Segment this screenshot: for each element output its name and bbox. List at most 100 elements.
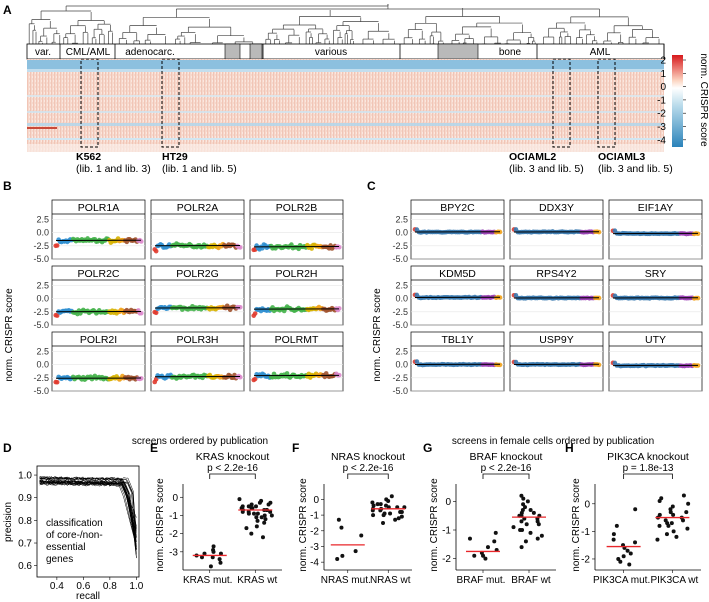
data-point xyxy=(520,528,525,532)
highlight-ht29 xyxy=(161,58,180,148)
screen-point xyxy=(289,242,294,247)
data-point xyxy=(523,539,528,544)
data-point xyxy=(669,521,674,526)
p-value: p < 2.2e-16 xyxy=(343,463,394,474)
cluster-label: adenocarc. xyxy=(125,47,174,58)
data-point xyxy=(621,554,626,559)
screen-point xyxy=(596,229,602,235)
panel-letter-d: D xyxy=(3,441,12,455)
data-point xyxy=(359,533,364,538)
y-tick-label: -4 xyxy=(310,558,319,569)
data-point xyxy=(370,500,375,505)
data-point xyxy=(254,524,259,529)
y-tick-label: -1 xyxy=(581,527,590,538)
y-tick-label: -3 xyxy=(310,542,319,553)
data-point xyxy=(521,502,526,507)
data-point xyxy=(378,502,383,507)
facet-title: RPS4Y2 xyxy=(536,268,576,280)
panel-c: BPY2C 2.5 0.0 -2.5 -5.0 DDX3Y EIF1AY KDM5D 2.5 0.… xyxy=(392,199,703,396)
data-point xyxy=(268,509,273,514)
cluster-label: various xyxy=(315,47,347,58)
facet-title: POLR1A xyxy=(78,202,119,214)
data-point xyxy=(655,537,660,542)
data-point xyxy=(535,536,540,541)
data-point xyxy=(202,551,207,556)
y-tick-label: 2.5 xyxy=(395,280,408,290)
screen-point xyxy=(153,310,159,316)
plot-title: KRAS knockout xyxy=(196,451,270,463)
facet-polr2a: POLR2A xyxy=(150,199,245,260)
y-tick-label: -2.5 xyxy=(33,241,49,251)
plot-title: PIK3CA knockout xyxy=(607,451,689,463)
data-point xyxy=(671,512,676,517)
group-label: KRAS wt xyxy=(237,575,277,586)
screen-point xyxy=(336,372,342,378)
pr-curves xyxy=(39,475,137,559)
y-tick-label: 0.0 xyxy=(36,228,49,238)
data-point xyxy=(396,516,401,521)
data-point xyxy=(336,517,341,522)
data-point xyxy=(262,520,267,525)
data-point xyxy=(680,518,685,523)
data-point xyxy=(251,511,256,516)
data-point xyxy=(666,523,671,528)
data-point xyxy=(528,508,533,512)
callout-ociaml2: OCIAML2 xyxy=(509,151,556,163)
group-label: BRAF wt xyxy=(511,575,551,586)
data-point xyxy=(674,534,679,539)
panel-letter-e: E xyxy=(150,441,158,455)
screen-point xyxy=(695,363,701,368)
group-label: PIK3CA wt xyxy=(650,575,698,586)
cluster-label: CML/AML xyxy=(66,47,111,58)
panel-letter-a: A xyxy=(3,3,12,17)
panel-d-axes: 0.4 0.6 0.8 1.0 1.0 0.9 0.8 0.7 0.6 xyxy=(18,471,144,592)
callouts: K562 (lib. 1 and lib. 3) HT29 (lib. 1 an… xyxy=(76,151,673,175)
facet-frame xyxy=(509,331,604,392)
panel-b-xlabel: screens ordered by publication xyxy=(132,436,268,447)
colorbar-gradient xyxy=(672,55,683,147)
highlight-boxes xyxy=(80,58,616,148)
data-point xyxy=(528,530,533,535)
panel-c-xlabel: screens in female cells ordered by publi… xyxy=(452,436,654,447)
facet-title: POLR2C xyxy=(77,268,119,280)
significance-bracket xyxy=(482,473,530,479)
facet-title: POLR2B xyxy=(276,202,317,214)
data-point xyxy=(399,509,404,514)
screen-point xyxy=(54,313,60,318)
pr-curve xyxy=(39,478,137,557)
y-tick-label: 0.9 xyxy=(18,493,32,504)
facet-uty: UTY xyxy=(608,331,703,392)
data-point xyxy=(375,502,380,507)
y-tick-label: -2 xyxy=(310,526,319,537)
data-point xyxy=(399,514,404,519)
y-tick-label: -2.5 xyxy=(392,373,408,383)
cluster-label: var. xyxy=(35,47,51,58)
panel-letter-g: G xyxy=(423,441,432,455)
data-point xyxy=(616,556,621,561)
data-point xyxy=(339,525,344,530)
data-point xyxy=(685,526,690,531)
y-tick-label: -3 xyxy=(169,547,178,558)
cluster-label: bone xyxy=(499,47,522,58)
group-label: BRAF mut. xyxy=(457,575,506,586)
y-tick-label: -2 xyxy=(169,529,178,540)
panel-e-ylabel: norm. CRISPR score xyxy=(155,478,166,572)
panel-d-annot-2: of core-/non- xyxy=(46,530,103,541)
y-tick-label: -5.0 xyxy=(33,386,49,396)
data-point xyxy=(218,560,223,565)
callout-ociaml3-libs: (lib. 3 and lib. 5) xyxy=(598,163,673,175)
screen-point xyxy=(54,243,60,248)
screen-point xyxy=(336,306,342,311)
facet-polr2i: POLR2I 2.5 0.0 -2.5 -5.0 xyxy=(33,331,146,396)
facet-rps4y2: RPS4Y2 xyxy=(509,265,604,326)
y-tick-label: 0 xyxy=(445,497,451,508)
data-point xyxy=(380,520,385,525)
data-point xyxy=(389,494,394,499)
data-point xyxy=(386,498,391,503)
data-point xyxy=(259,515,264,520)
data-point xyxy=(492,539,497,544)
data-point xyxy=(657,499,662,504)
screen-point xyxy=(497,295,503,300)
